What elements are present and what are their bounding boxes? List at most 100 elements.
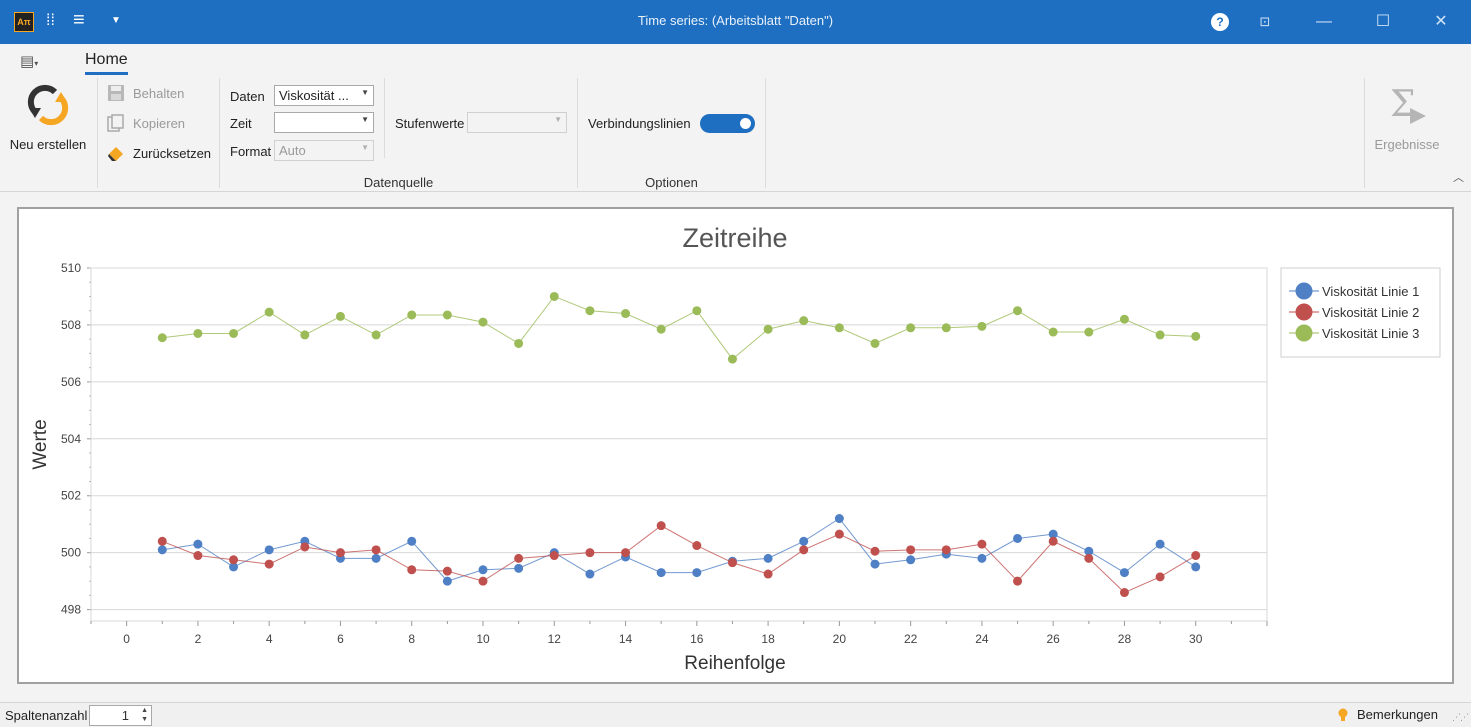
data-point-series-3	[1084, 327, 1094, 337]
results-button[interactable]: Σ Ergebnisse	[1367, 82, 1447, 152]
stufen-select[interactable]: ▼	[467, 112, 567, 133]
x-tick-label: 4	[266, 632, 273, 646]
data-point-series-1	[1155, 539, 1165, 549]
group-datasource-label: Datenquelle	[363, 175, 434, 190]
x-tick-label: 6	[337, 632, 344, 646]
data-point-series-1	[1119, 568, 1129, 578]
ribbon-separator	[765, 78, 766, 188]
minimize-button[interactable]: —	[1316, 13, 1332, 30]
close-button[interactable]: ✕	[1434, 13, 1448, 30]
data-select[interactable]: Viskosität ... ▼	[274, 85, 374, 106]
data-point-series-3	[264, 307, 274, 317]
chevron-down-icon: ▼	[554, 115, 562, 124]
data-point-series-2	[1155, 572, 1165, 582]
data-point-series-2	[229, 555, 239, 565]
x-tick-label: 8	[408, 632, 415, 646]
ribbon-separator	[1364, 78, 1365, 188]
ribbon-display-icon[interactable]: ⊡	[1259, 14, 1271, 29]
copy-button[interactable]: Kopieren	[107, 112, 185, 134]
y-tick-label: 510	[61, 261, 81, 275]
refresh-icon	[27, 84, 69, 126]
data-point-series-3	[1013, 306, 1023, 316]
quick-access-dropdown-icon[interactable]: ▼	[111, 15, 121, 26]
data-point-series-2	[478, 576, 488, 586]
data-point-series-2	[300, 542, 310, 552]
data-point-series-3	[977, 321, 987, 331]
lightbulb-icon	[1338, 708, 1348, 721]
time-select[interactable]: ▼	[274, 112, 374, 133]
data-point-series-2	[692, 541, 702, 551]
keep-button[interactable]: Behalten	[107, 82, 184, 104]
data-point-series-1	[1191, 562, 1201, 572]
reset-button[interactable]: Zurücksetzen	[107, 142, 211, 164]
format-label: Format	[230, 144, 272, 159]
data-point-series-1	[977, 553, 987, 563]
data-point-series-2	[585, 548, 595, 558]
y-tick-label: 508	[61, 318, 81, 332]
x-tick-label: 24	[975, 632, 989, 646]
resize-grip-icon[interactable]: ⋰⋰	[1452, 712, 1469, 722]
collapse-ribbon-icon[interactable]: ︿	[1453, 172, 1464, 184]
new-button-label: Neu erstellen	[9, 137, 87, 152]
x-tick-label: 16	[690, 632, 704, 646]
data-point-series-1	[407, 536, 417, 546]
data-point-series-3	[229, 328, 239, 338]
notes-button[interactable]: Bemerkungen	[1338, 707, 1438, 722]
x-tick-label: 2	[195, 632, 202, 646]
data-point-series-3	[1119, 314, 1129, 324]
spinner-arrows-icon[interactable]: ▲ ▼	[141, 707, 148, 723]
data-point-series-2	[977, 539, 987, 549]
data-point-series-3	[621, 309, 631, 319]
tab-home[interactable]: Home	[85, 51, 128, 75]
y-tick-label: 506	[61, 375, 81, 389]
x-tick-label: 12	[548, 632, 562, 646]
legend-label-3: Viskosität Linie 3	[1322, 326, 1419, 341]
results-button-label: Ergebnisse	[1374, 137, 1440, 152]
maximize-button[interactable]: ☐	[1375, 13, 1391, 30]
status-bar: Spaltenanzahl 1 ▲ ▼ Bemerkungen ⋰⋰	[0, 702, 1471, 727]
data-point-series-1	[157, 545, 167, 555]
data-point-series-3	[834, 323, 844, 333]
legend-label-1: Viskosität Linie 1	[1322, 284, 1419, 299]
data-point-series-2	[870, 546, 880, 556]
data-point-series-1	[906, 555, 916, 565]
data-point-series-1	[193, 539, 203, 549]
data-point-series-1	[656, 568, 666, 578]
data-point-series-2	[514, 553, 524, 563]
columns-count-spinner[interactable]: 1 ▲ ▼	[89, 705, 152, 726]
data-point-series-3	[727, 354, 737, 364]
connect-lines-toggle[interactable]	[700, 114, 755, 133]
ribbon-separator	[97, 78, 98, 188]
data-point-series-3	[157, 333, 167, 343]
x-tick-label: 26	[1047, 632, 1061, 646]
x-axis-label: Reihenfolge	[684, 653, 785, 674]
help-icon[interactable]: ?	[1211, 13, 1229, 31]
legend-marker-3	[1295, 324, 1313, 342]
copy-button-label: Kopieren	[133, 115, 186, 131]
data-point-series-2	[727, 558, 737, 568]
data-point-series-3	[193, 328, 203, 338]
save-icon	[108, 85, 124, 101]
chart-title: Zeitreihe	[682, 223, 787, 253]
ribbon-file-menu-icon[interactable]: ▤▾	[20, 53, 39, 70]
eraser-icon	[108, 147, 123, 161]
data-point-series-1	[585, 569, 595, 579]
group-options-label: Optionen	[645, 175, 698, 190]
toggle-knob	[740, 118, 751, 129]
hamburger-menu-icon[interactable]: ≡	[73, 9, 85, 31]
data-point-series-3	[585, 306, 595, 316]
data-point-series-3	[941, 323, 951, 333]
columns-icon[interactable]: ⁞⁞	[46, 12, 55, 29]
chevron-down-icon: ▼	[361, 88, 369, 97]
data-point-series-1	[442, 576, 452, 586]
data-point-series-3	[763, 324, 773, 334]
series-line-1	[162, 517, 1196, 582]
x-tick-label: 28	[1118, 632, 1132, 646]
y-tick-label: 504	[61, 432, 81, 446]
data-point-series-1	[1013, 533, 1023, 543]
new-button[interactable]: Neu erstellen	[8, 82, 88, 152]
format-select[interactable]: Auto ▼	[274, 140, 374, 161]
data-point-series-3	[478, 317, 488, 327]
data-point-series-3	[1048, 327, 1058, 337]
y-axis-label: Werte	[30, 419, 51, 469]
